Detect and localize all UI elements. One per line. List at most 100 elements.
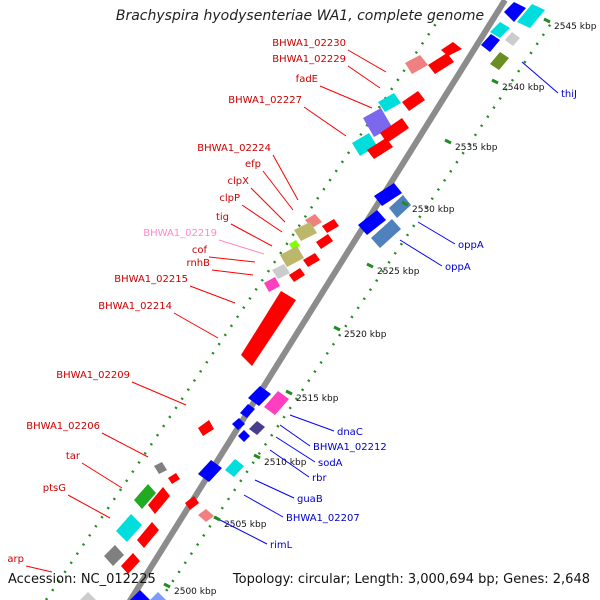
gene-feature-clpx bbox=[322, 219, 339, 233]
gene-feature-tar bbox=[168, 473, 180, 484]
scale-tick-label: 2505 kbp bbox=[224, 520, 267, 530]
gene-feature-guab bbox=[198, 460, 222, 482]
scale-tick-label: 2510 kbp bbox=[264, 458, 307, 468]
gene-feature-blue-top-1 bbox=[504, 2, 526, 22]
gene-feature-red-7 bbox=[148, 487, 170, 514]
gene-feature-fade bbox=[428, 53, 454, 74]
map-title: Brachyspira hyodysenteriae WA1, complete… bbox=[115, 8, 485, 24]
gene-feature-rnhb bbox=[272, 264, 290, 279]
scale-tick-mark bbox=[333, 325, 341, 332]
gene-label-right: BHWA1_02212 bbox=[313, 442, 387, 453]
leader-line bbox=[131, 381, 187, 406]
gene-feature-red-1 bbox=[402, 91, 425, 111]
gene-feature-green bbox=[134, 484, 156, 509]
leader-line bbox=[521, 61, 559, 94]
scale-tick-mark bbox=[366, 262, 374, 269]
gene-label-right: oppA bbox=[445, 262, 471, 273]
gene-label-left: BHWA1_02224 bbox=[197, 143, 271, 154]
gene-feature-blue-top-2 bbox=[481, 34, 500, 52]
gene-feature-oppa-2 bbox=[374, 183, 402, 206]
gene-feature-grey-1 bbox=[104, 545, 124, 566]
gene-feature-bhwa1-02229 bbox=[405, 55, 428, 74]
gene-label-left: BHWA1_02214 bbox=[98, 301, 172, 312]
leader-line bbox=[347, 65, 381, 89]
reverse-strand-features bbox=[130, 2, 545, 600]
gene-label-right: rimL bbox=[270, 540, 293, 551]
gene-label-left: efp bbox=[245, 159, 261, 170]
gene-label-left: BHWA1_02206 bbox=[26, 421, 100, 432]
leader-line bbox=[230, 223, 273, 247]
leader-line bbox=[275, 436, 316, 463]
gene-feature-red-8 bbox=[137, 522, 159, 548]
gene-feature-riml bbox=[198, 509, 214, 522]
gene-label-right: rbr bbox=[312, 473, 327, 484]
leader-line bbox=[279, 424, 311, 447]
leader-line bbox=[208, 256, 256, 263]
scale-tick-mark bbox=[401, 200, 409, 207]
gene-feature-grey-2 bbox=[80, 592, 96, 600]
leader-line bbox=[218, 239, 265, 255]
gene-feature-navy bbox=[249, 421, 265, 435]
leader-line bbox=[289, 414, 335, 432]
leader-line bbox=[254, 479, 295, 499]
gene-feature-tig bbox=[294, 222, 317, 241]
genome-backbone bbox=[126, 0, 508, 600]
leader-line bbox=[173, 312, 219, 339]
leader-line bbox=[347, 49, 387, 73]
gene-label-left: clpX bbox=[228, 176, 250, 187]
gene-feature-blue-bottom-2 bbox=[150, 592, 166, 600]
scale-tick-label: 2520 kbp bbox=[344, 330, 387, 340]
leader-line bbox=[417, 221, 456, 245]
gene-feature-bhwa1-02227 bbox=[363, 108, 392, 137]
leader-line bbox=[250, 187, 286, 223]
leader-line bbox=[319, 85, 373, 109]
gene-label-left: rnhB bbox=[187, 258, 211, 269]
leader-line bbox=[243, 494, 284, 518]
gene-labels: BHWA1_02230 BHWA1_02229 fadE BHWA1_02227 BHW… bbox=[7, 38, 577, 565]
gene-feature-oppa-1 bbox=[358, 210, 386, 235]
gene-feature-cyan-3 bbox=[225, 459, 244, 477]
leader-line bbox=[262, 170, 294, 211]
gene-feature-bhwa1-02212 bbox=[264, 391, 289, 415]
gene-feature-sodA bbox=[240, 404, 255, 418]
gene-feature-blue-bottom-1 bbox=[130, 590, 150, 600]
leader-line bbox=[81, 462, 123, 489]
scale-tick-label: 2530 kbp bbox=[412, 205, 455, 215]
scale-tick-label: 2535 kbp bbox=[455, 143, 498, 153]
gene-feature-rbr bbox=[232, 418, 245, 430]
gene-label-left: BHWA1_02230 bbox=[272, 38, 346, 49]
gene-feature-grey-top bbox=[505, 32, 520, 46]
forward-strand-features bbox=[80, 42, 462, 600]
gene-label-left: BHWA1_02227 bbox=[228, 95, 302, 106]
gene-feature-bhwa1-02230 bbox=[441, 42, 462, 56]
leader-line bbox=[101, 432, 149, 458]
gene-label-left: cof bbox=[192, 245, 208, 256]
leader-line bbox=[67, 494, 111, 519]
leader-line bbox=[25, 565, 53, 573]
scale-tick-label: 2525 kbp bbox=[377, 267, 420, 277]
scale-tick-mark bbox=[213, 515, 221, 522]
gene-feature-red-3 bbox=[367, 138, 393, 159]
gene-feature-red-9 bbox=[121, 553, 140, 574]
gene-label-left: arp bbox=[7, 554, 24, 565]
gene-label-left: BHWA1_02229 bbox=[272, 54, 346, 65]
leader-line bbox=[269, 449, 310, 478]
scale-tick-mark bbox=[543, 17, 551, 24]
gene-feature-blue-small bbox=[238, 430, 250, 442]
scale-tick-mark bbox=[491, 78, 499, 85]
scale-tick-label: 2545 kbp bbox=[554, 22, 597, 32]
gene-feature-red-5 bbox=[303, 253, 320, 267]
scale-tick-mark bbox=[253, 453, 261, 460]
gene-feature-oppa-1b bbox=[371, 219, 401, 248]
gene-label-right: sodA bbox=[318, 458, 343, 469]
leader-line bbox=[272, 154, 299, 201]
gene-label-left: tig bbox=[216, 212, 229, 223]
gene-label-left: ptsG bbox=[43, 483, 66, 494]
gene-feature-cyan-1 bbox=[378, 93, 401, 112]
accession-text: Accession: NC_012225 bbox=[8, 572, 156, 587]
leader-line bbox=[219, 519, 268, 545]
gene-feature-cyan-2 bbox=[352, 133, 377, 156]
scale-tick-mark bbox=[163, 582, 171, 589]
leader-line bbox=[303, 106, 347, 137]
